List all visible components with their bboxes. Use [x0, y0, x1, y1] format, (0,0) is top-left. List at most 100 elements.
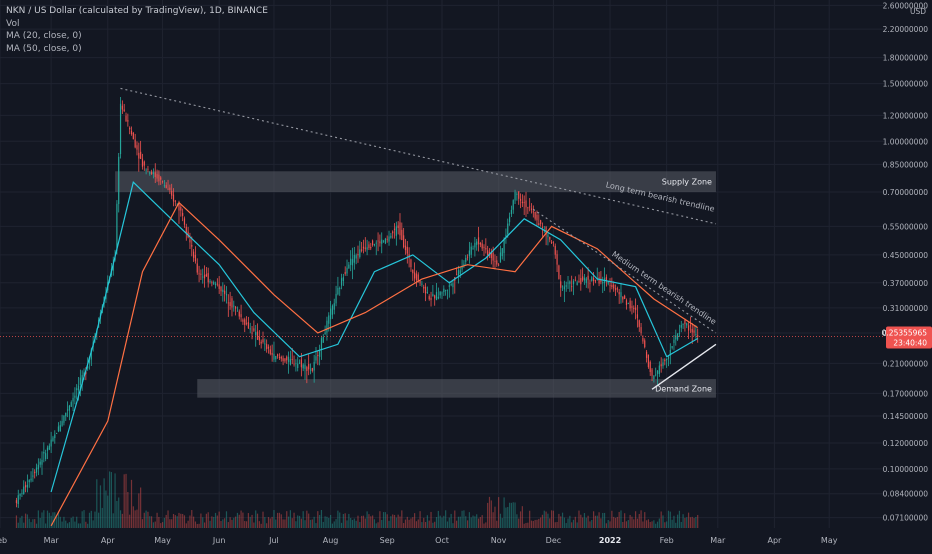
- volume-bar: [156, 512, 158, 528]
- volume-bar: [328, 517, 330, 528]
- candle-body: [193, 251, 195, 258]
- candle-body: [315, 356, 317, 361]
- candle-body: [432, 294, 434, 297]
- volume-bar: [565, 523, 567, 528]
- volume-bar: [609, 521, 611, 528]
- candle-body: [340, 278, 343, 286]
- candle-body: [258, 336, 260, 341]
- volume-bar: [430, 511, 432, 528]
- indicator-vol-label[interactable]: Vol: [6, 18, 20, 29]
- volume-bar: [256, 513, 259, 528]
- indicator-ma50-label[interactable]: MA (50, close, 0): [6, 43, 82, 54]
- volume-bar: [618, 511, 620, 528]
- candle-body: [224, 290, 226, 294]
- volume-bar: [361, 515, 363, 528]
- current-price-tag: [886, 326, 932, 349]
- volume-bar: [202, 517, 204, 528]
- candle-body: [351, 259, 354, 266]
- volume-bar: [550, 510, 553, 528]
- volume-bar: [171, 519, 173, 528]
- candle-body: [695, 334, 697, 335]
- candle-body: [582, 276, 584, 281]
- candle-body: [229, 302, 231, 307]
- candle-body: [485, 248, 487, 250]
- volume-bar: [479, 517, 481, 528]
- candle-body: [613, 284, 615, 289]
- candle-body: [57, 426, 60, 432]
- volume-bar: [446, 521, 449, 528]
- candle-body: [550, 242, 553, 244]
- candle-body: [247, 322, 249, 329]
- volume-bar: [251, 514, 253, 528]
- candle-body: [678, 333, 681, 334]
- candle-body: [560, 281, 562, 288]
- volume-bar: [684, 517, 686, 528]
- volume-bar: [154, 521, 156, 528]
- volume-bar: [481, 515, 483, 528]
- candle-body: [54, 434, 56, 439]
- volume-bar: [364, 518, 366, 528]
- candle-body: [161, 180, 164, 182]
- volume-bar: [297, 515, 299, 528]
- volume-bar: [337, 510, 339, 528]
- candle-body: [255, 332, 257, 336]
- candle-body: [439, 291, 441, 296]
- candle-body: [242, 319, 244, 322]
- volume-bar: [622, 521, 624, 528]
- time-tick-label: Apr: [101, 536, 116, 545]
- volume-bar: [240, 510, 242, 528]
- volume-bar: [77, 523, 80, 528]
- volume-bar: [200, 513, 202, 528]
- volume-bar: [45, 523, 47, 528]
- volume-bar: [304, 520, 306, 528]
- candle-body: [182, 212, 184, 216]
- candle-body: [498, 264, 500, 266]
- volume-bar: [311, 519, 313, 528]
- symbol-title[interactable]: NKN / US Dollar (calculated by TradingVi…: [6, 6, 268, 16]
- candle-body: [83, 372, 85, 377]
- candle-body: [21, 493, 23, 494]
- volume-bar: [658, 518, 660, 528]
- volume-bar: [656, 521, 659, 528]
- candle-body: [152, 172, 155, 174]
- volume-bar: [439, 515, 441, 528]
- volume-bar: [41, 512, 43, 528]
- candle-body: [220, 286, 222, 292]
- price-tick-label: 0.14500000: [883, 412, 929, 421]
- volume-bar: [379, 511, 381, 528]
- candle-body: [660, 364, 662, 367]
- candle-body: [682, 323, 684, 325]
- candle-body: [260, 341, 262, 344]
- candle-body: [607, 281, 609, 284]
- volume-bar: [66, 523, 69, 528]
- time-tick-label: Feb: [0, 536, 7, 545]
- candle-body: [185, 226, 187, 233]
- candle-body: [123, 109, 125, 111]
- volume-bar: [346, 520, 348, 528]
- volume-bar: [529, 510, 531, 528]
- volume-bar: [24, 513, 27, 528]
- candle-body: [127, 120, 129, 122]
- volume-bar: [614, 517, 617, 528]
- candle-body: [240, 314, 242, 318]
- candle-body: [72, 397, 74, 402]
- volume-bar: [435, 517, 438, 528]
- volume-bar: [392, 514, 394, 528]
- candle-body: [289, 359, 291, 365]
- volume-bar: [90, 510, 92, 528]
- volume-bar: [306, 510, 308, 528]
- candle-body: [593, 278, 595, 282]
- indicator-ma20-label[interactable]: MA (20, close, 0): [6, 31, 82, 41]
- volume-bar: [523, 523, 525, 528]
- candle-body: [48, 445, 50, 450]
- candle-body: [583, 277, 586, 281]
- candle-body: [348, 264, 350, 269]
- volume-bar: [295, 521, 297, 528]
- candle-body: [227, 302, 229, 304]
- volume-bar: [255, 510, 257, 528]
- candle-body: [158, 174, 160, 182]
- volume-bar: [96, 479, 98, 528]
- candle-body: [203, 274, 206, 279]
